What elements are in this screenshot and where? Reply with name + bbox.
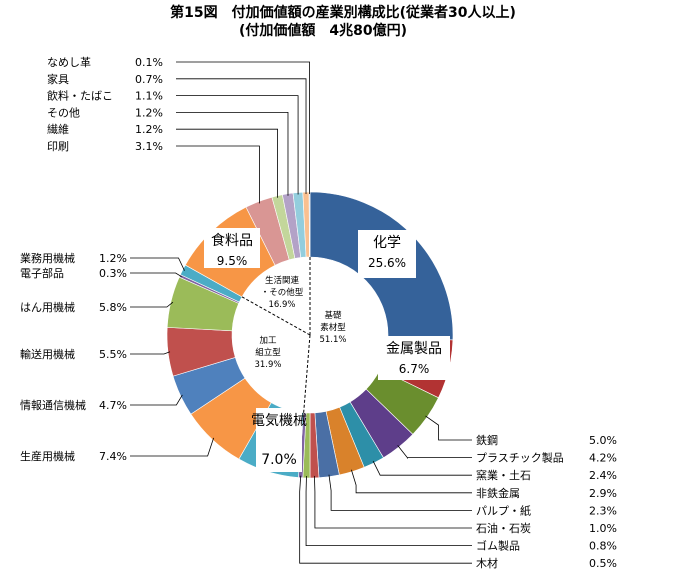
label-0-value: 25.6% bbox=[368, 256, 406, 270]
label-6-value: 2.3% bbox=[589, 504, 617, 517]
label-21-value: 1.1% bbox=[135, 90, 163, 103]
label-8-name: ゴム製品 bbox=[476, 539, 520, 553]
label-14-value: 5.8% bbox=[99, 301, 127, 314]
label-18-value: 3.1% bbox=[135, 140, 163, 153]
group-2-line2: ・その他型 bbox=[261, 287, 304, 298]
label-5-name: 非鉄金属 bbox=[476, 486, 520, 500]
label-18-name: 印刷 bbox=[47, 140, 69, 153]
label-2-name: 鉄鋼 bbox=[476, 433, 498, 447]
leader-8 bbox=[305, 475, 472, 546]
label-8-value: 0.8% bbox=[589, 540, 617, 553]
leader-18 bbox=[176, 145, 260, 204]
label-16-name: 業務用機械 bbox=[20, 251, 75, 265]
leader-2 bbox=[425, 415, 472, 441]
group-0-line2: 素材型 bbox=[320, 322, 346, 333]
group-2-value: 16.9% bbox=[268, 300, 295, 310]
label-3-value: 4.2% bbox=[589, 452, 617, 465]
label-20-value: 1.2% bbox=[135, 106, 163, 119]
label-11-value: 7.4% bbox=[99, 450, 127, 463]
slice-23 bbox=[308, 191, 311, 258]
chart-title: 第15図 付加価値額の産業別構成比(従業者30人以上) bbox=[170, 4, 516, 21]
label-21-name: 飲料・たばこ bbox=[47, 89, 113, 103]
label-box-0 bbox=[358, 230, 416, 278]
label-10-name: 電気機械 bbox=[251, 413, 307, 429]
label-6-name: パルプ・紙 bbox=[476, 503, 531, 517]
leader-15 bbox=[130, 272, 182, 278]
leader-4 bbox=[372, 460, 472, 476]
label-4-name: 窯業・土石 bbox=[476, 468, 531, 482]
label-22-value: 0.7% bbox=[135, 73, 163, 86]
label-box-1 bbox=[378, 336, 450, 380]
group-0-value: 51.1% bbox=[319, 335, 346, 345]
label-7-name: 石油・石炭 bbox=[476, 521, 531, 535]
leader-19 bbox=[176, 128, 278, 198]
label-15-value: 0.3% bbox=[99, 267, 127, 280]
label-3-name: プラスチック製品 bbox=[476, 451, 564, 465]
label-0-name: 化学 bbox=[373, 235, 401, 251]
group-1-line2: 組立型 bbox=[255, 347, 281, 358]
label-10-value: 7.0% bbox=[261, 452, 297, 468]
label-5-value: 2.9% bbox=[589, 487, 617, 500]
leader-22 bbox=[176, 78, 307, 195]
label-22-name: 家具 bbox=[47, 72, 69, 86]
leader-14 bbox=[130, 301, 174, 308]
leader-12 bbox=[130, 394, 183, 406]
label-box-17 bbox=[204, 228, 260, 268]
label-16-value: 1.2% bbox=[99, 252, 127, 265]
leader-13 bbox=[130, 351, 171, 355]
label-9-value: 0.5% bbox=[589, 557, 617, 570]
label-17-value: 9.5% bbox=[217, 254, 248, 268]
group-2-line1: 生活関連 bbox=[265, 275, 300, 286]
leader-9 bbox=[299, 475, 472, 564]
leader-7 bbox=[314, 475, 472, 529]
label-4-value: 2.4% bbox=[589, 469, 617, 482]
group-1-value: 31.9% bbox=[254, 360, 281, 370]
label-9-name: 木材 bbox=[476, 556, 498, 570]
group-divider-2 bbox=[241, 296, 311, 336]
leader-3 bbox=[397, 445, 472, 460]
leader-lines bbox=[130, 61, 472, 564]
leader-16 bbox=[130, 257, 185, 271]
chart-subtitle: (付加価値額 4兆80億円) bbox=[239, 22, 407, 39]
label-11-name: 生産用機械 bbox=[20, 449, 75, 463]
label-23-name: なめし革 bbox=[47, 55, 91, 69]
label-13-name: 輸送用機械 bbox=[20, 347, 75, 361]
label-12-value: 4.7% bbox=[99, 399, 127, 412]
label-2-value: 5.0% bbox=[589, 434, 617, 447]
label-20-name: その他 bbox=[47, 106, 80, 119]
label-19-name: 繊維 bbox=[47, 123, 69, 136]
label-13-value: 5.5% bbox=[99, 348, 127, 361]
label-1-value: 6.7% bbox=[399, 362, 430, 376]
group-1-line1: 加工 bbox=[259, 335, 277, 346]
label-box-10 bbox=[256, 408, 302, 472]
label-14-name: はん用機械 bbox=[20, 300, 75, 314]
leader-21 bbox=[176, 95, 299, 195]
leader-5 bbox=[350, 469, 472, 494]
label-17-name: 食料品 bbox=[211, 232, 253, 249]
label-15-name: 電子部品 bbox=[20, 266, 64, 280]
leader-11 bbox=[130, 437, 215, 457]
label-23-value: 0.1% bbox=[135, 56, 163, 69]
label-12-name: 情報通信機械 bbox=[20, 398, 86, 412]
group-divider-1 bbox=[303, 334, 311, 413]
group-0-line1: 基礎 bbox=[324, 310, 342, 321]
leader-23 bbox=[176, 61, 310, 195]
label-1-name: 金属製品 bbox=[386, 341, 442, 357]
label-19-value: 1.2% bbox=[135, 123, 163, 136]
label-7-value: 1.0% bbox=[589, 522, 617, 535]
leader-20 bbox=[176, 112, 289, 196]
leader-6 bbox=[328, 474, 472, 511]
